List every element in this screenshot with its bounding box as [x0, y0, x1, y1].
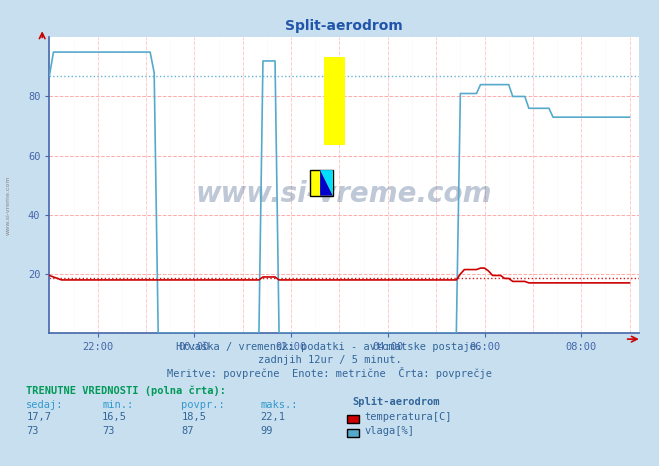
Text: 99: 99: [260, 426, 273, 436]
Text: www.si-vreme.com: www.si-vreme.com: [196, 180, 492, 208]
Text: 22,1: 22,1: [260, 412, 285, 422]
Text: maks.:: maks.:: [260, 400, 298, 410]
Text: 17,7: 17,7: [26, 412, 51, 422]
Text: 87: 87: [181, 426, 194, 436]
Text: sedaj:: sedaj:: [26, 400, 64, 410]
Text: 16,5: 16,5: [102, 412, 127, 422]
Text: min.:: min.:: [102, 400, 133, 410]
Text: 18,5: 18,5: [181, 412, 206, 422]
Text: Split-aerodrom: Split-aerodrom: [353, 397, 440, 407]
Text: TRENUTNE VREDNOSTI (polna črta):: TRENUTNE VREDNOSTI (polna črta):: [26, 385, 226, 396]
Text: www.si-vreme.com: www.si-vreme.com: [6, 175, 11, 235]
Bar: [324, 56, 345, 145]
Text: temperatura[C]: temperatura[C]: [364, 412, 452, 422]
Text: povpr.:: povpr.:: [181, 400, 225, 410]
Text: 73: 73: [26, 426, 39, 436]
Title: Split-aerodrom: Split-aerodrom: [285, 19, 403, 34]
Text: vlaga[%]: vlaga[%]: [364, 426, 415, 436]
Text: Meritve: povprečne  Enote: metrične  Črta: povprečje: Meritve: povprečne Enote: metrične Črta:…: [167, 368, 492, 379]
Text: zadnjih 12ur / 5 minut.: zadnjih 12ur / 5 minut.: [258, 356, 401, 365]
Text: Hrvaška / vremenski podatki - avtomatske postaje.: Hrvaška / vremenski podatki - avtomatske…: [177, 341, 482, 351]
Text: 73: 73: [102, 426, 115, 436]
